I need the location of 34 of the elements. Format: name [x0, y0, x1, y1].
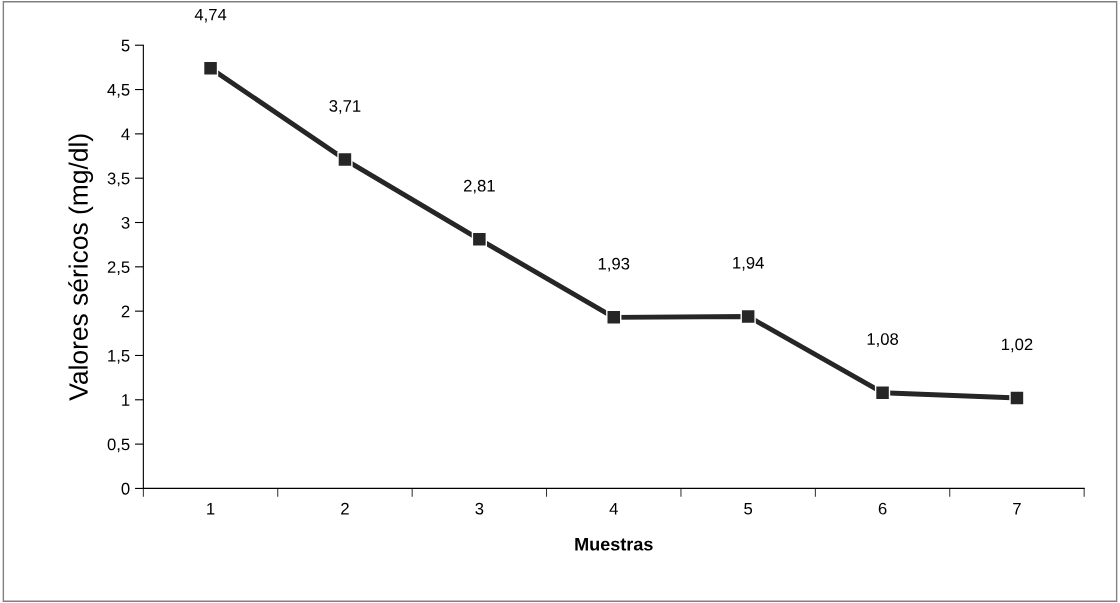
x-tick-label: 4	[609, 502, 618, 515]
point	[202, 60, 219, 76]
y-tick-label: 0	[121, 482, 130, 495]
y-tick-label: 4	[121, 128, 130, 140]
y-axis-title: Valores séricos (mg/dl)	[68, 134, 94, 401]
point	[471, 231, 487, 247]
x-tick-label: 7	[1013, 502, 1021, 515]
x-tick-label: 3	[475, 502, 484, 515]
x-axis-title: Muestras	[575, 537, 653, 551]
data-label: 1,93	[598, 257, 630, 272]
y-tick-label: 1	[122, 394, 130, 406]
data-label: 1,94	[733, 256, 764, 271]
point	[337, 151, 353, 168]
data-label: 3,71	[329, 100, 361, 114]
point	[874, 385, 891, 401]
data-label: 2,81	[463, 179, 495, 194]
data-label: 1,08	[867, 333, 899, 347]
point	[1009, 390, 1025, 406]
data-label: 1,02	[1002, 338, 1033, 353]
x-tick-label: 6	[878, 502, 887, 515]
y-tick-label: 3,5	[107, 172, 130, 187]
y-tick-label: 3	[121, 216, 130, 229]
x-tick-label: 1	[207, 502, 215, 515]
y-tick-label: 1,5	[108, 350, 130, 364]
y-tick-label: 2,5	[107, 261, 130, 275]
y-tick-label: 4,5	[107, 84, 130, 98]
x-tick-label: 5	[744, 502, 753, 515]
y-tick-label: 0,5	[107, 438, 130, 453]
data-label: 4,74	[194, 8, 227, 23]
point	[606, 309, 622, 325]
y-tick-label: 2	[121, 305, 130, 318]
y-tick-label: 5	[121, 39, 130, 52]
point	[740, 308, 756, 325]
x-tick-label: 2	[341, 502, 349, 515]
